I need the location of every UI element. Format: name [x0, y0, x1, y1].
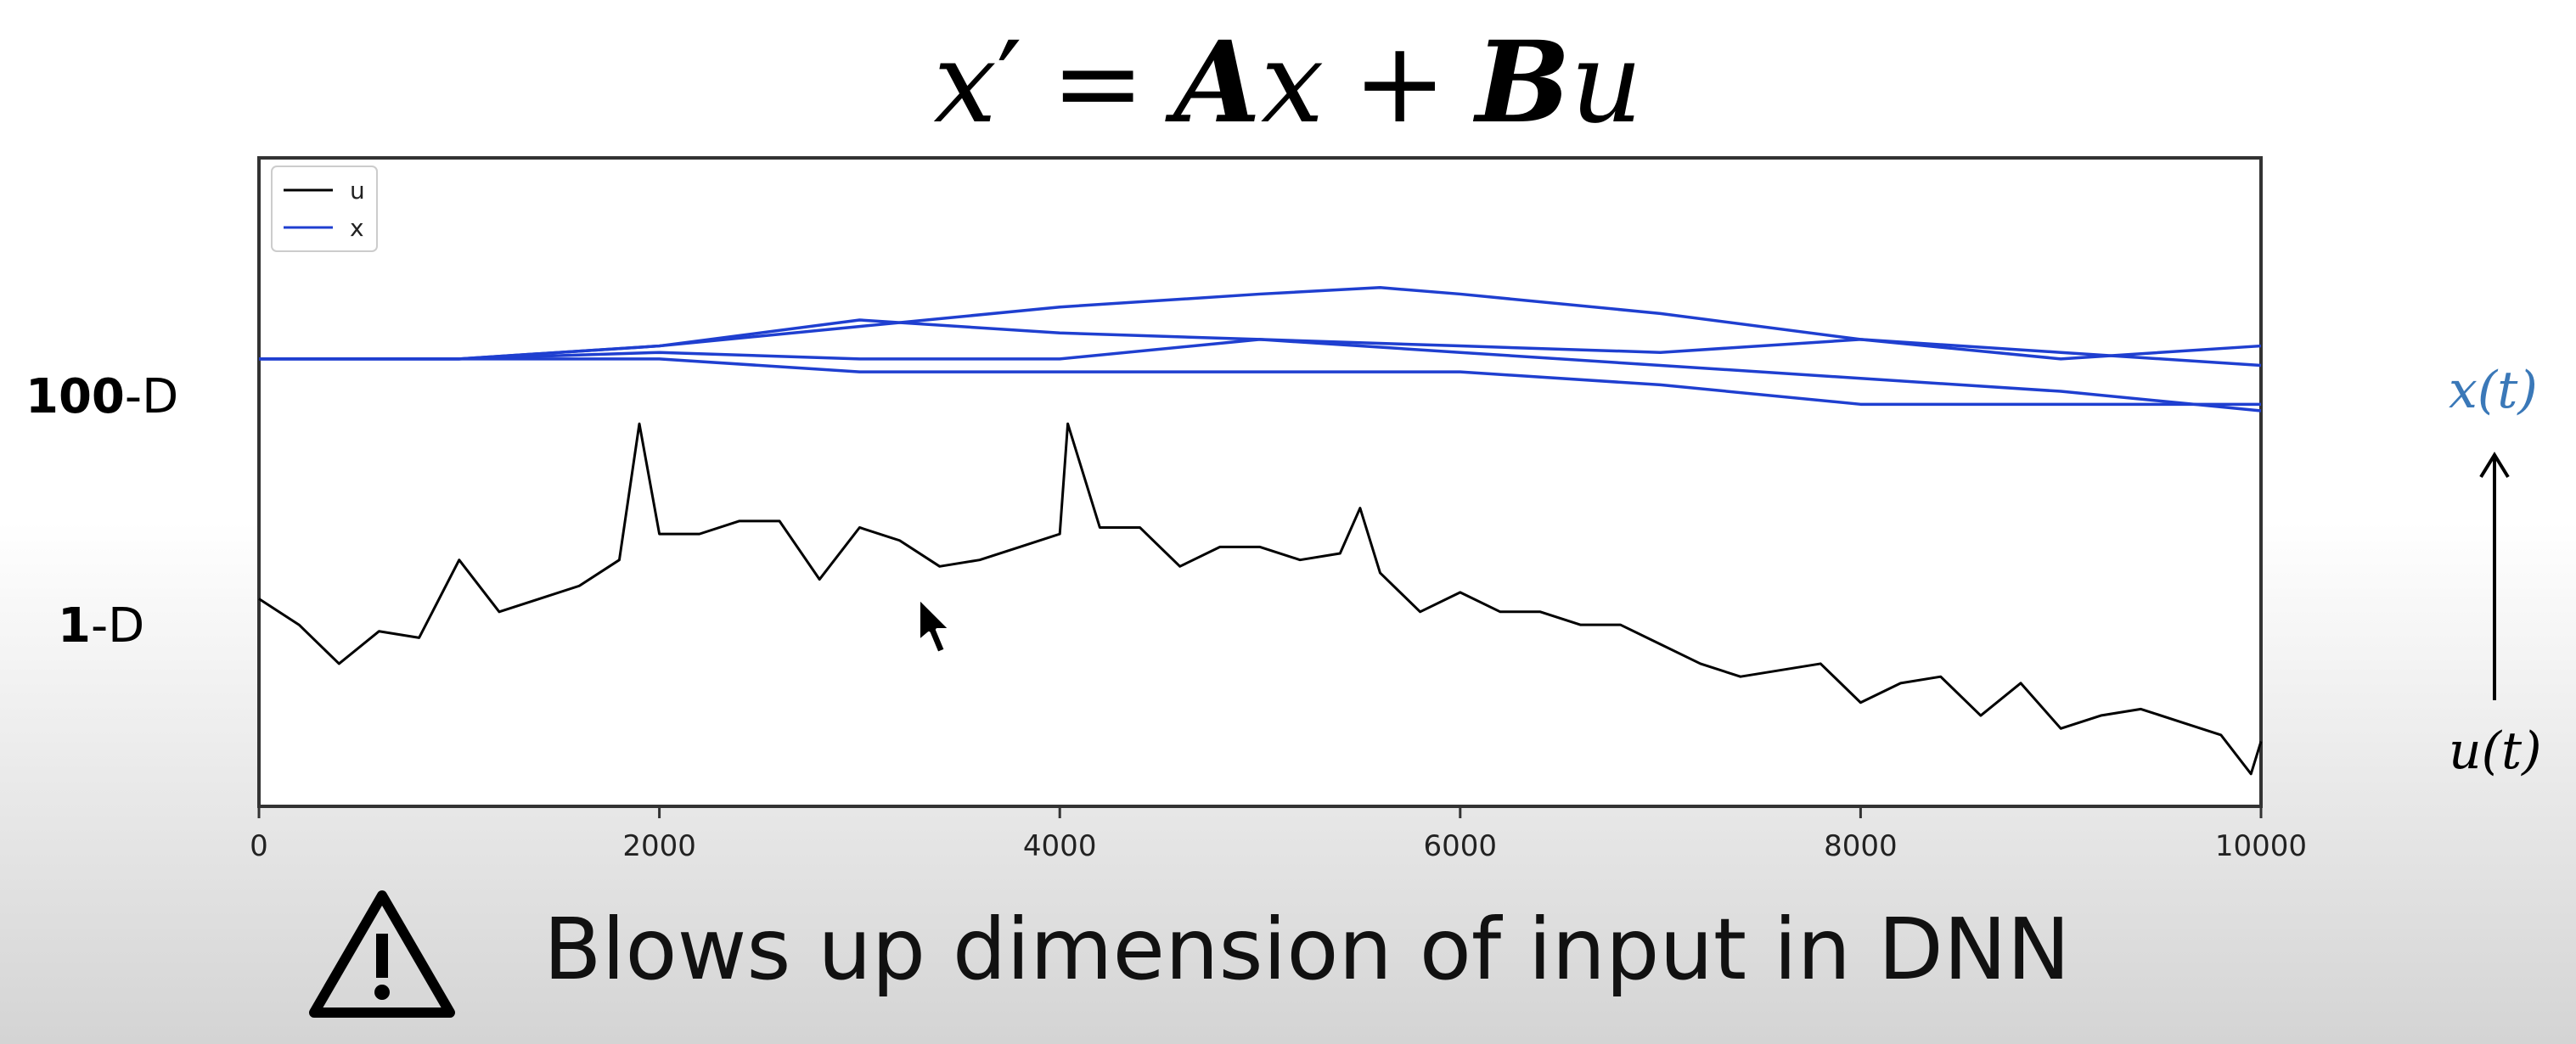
- plot-frame: [257, 156, 2263, 808]
- x-tick-label: 6000: [1424, 829, 1498, 863]
- series-u-line-0: [258, 422, 2263, 776]
- x-tick-label: 8000: [1824, 829, 1898, 863]
- warning-triangle-icon: [309, 890, 455, 1018]
- mouse-cursor-icon: [917, 596, 953, 655]
- equation-equals: =: [1050, 18, 1145, 149]
- equation-u: u: [1570, 18, 1643, 149]
- equation-prime: ′: [996, 18, 1022, 149]
- x-of-t-label: x(t): [2449, 361, 2538, 420]
- label-100-d: 100-D: [25, 369, 178, 424]
- chart: 0 2000 4000 6000 8000 10000 u x: [250, 156, 2307, 863]
- label-1-d-number: 1: [58, 598, 91, 654]
- equation-x: x: [1260, 18, 1325, 149]
- warning-text: Blows up dimension of input in DNN: [543, 900, 2071, 999]
- series-layer: [258, 286, 2263, 776]
- x-axis: 0 2000 4000 6000 8000 10000: [250, 806, 2307, 863]
- label-100-d-suffix: -D: [124, 369, 179, 424]
- equation-matrix-b: B: [1475, 17, 1571, 149]
- legend-box: [271, 166, 378, 252]
- label-100-d-number: 100: [25, 369, 125, 424]
- equation-lhs: x: [933, 18, 997, 149]
- label-1-d: 1-D: [58, 598, 144, 654]
- u-of-t-label: u(t): [2449, 721, 2542, 781]
- x-tick-label: 10000: [2215, 829, 2307, 863]
- legend-x-label: x: [350, 214, 364, 242]
- x-tick-label: 2000: [622, 829, 696, 863]
- series-x-line-3: [259, 338, 2262, 413]
- equation-matrix-a: A: [1173, 17, 1261, 149]
- legend: u x: [271, 166, 378, 252]
- x-tick-label: 0: [250, 829, 268, 863]
- series-x-line-4: [259, 357, 2261, 407]
- legend-u-label: u: [350, 177, 365, 205]
- x-tick-label: 4000: [1023, 829, 1097, 863]
- equation-plus: +: [1353, 18, 1447, 149]
- label-1-d-suffix: -D: [90, 598, 145, 654]
- equation-title: x′ = Ax + Bu: [0, 17, 2576, 149]
